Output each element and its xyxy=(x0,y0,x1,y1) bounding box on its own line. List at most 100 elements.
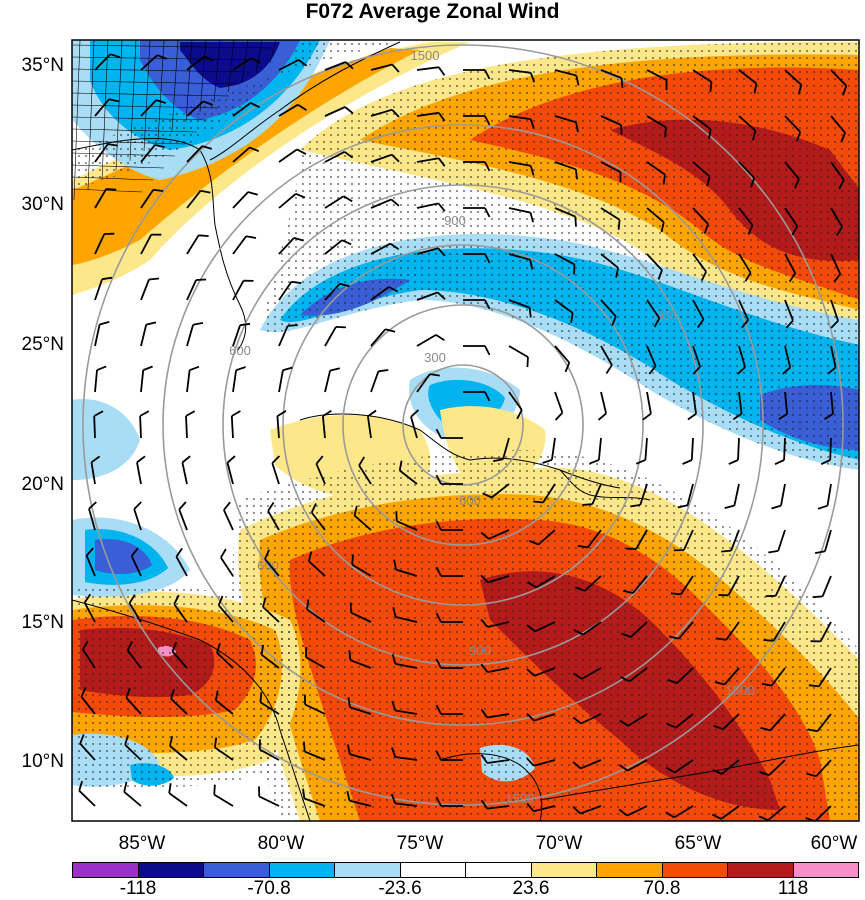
wind-barb-flag xyxy=(480,574,489,584)
wind-barb-flag xyxy=(572,716,582,725)
wind-barb-flag xyxy=(700,271,707,281)
wind-barb-flag xyxy=(533,500,544,504)
wind-barb xyxy=(175,556,188,577)
colorbar-swatch xyxy=(73,863,139,877)
boundary-line xyxy=(72,128,197,133)
wind-barb-flag xyxy=(96,365,107,371)
boundary-line xyxy=(72,116,208,121)
wind-barb-flag xyxy=(249,146,260,153)
wind-barb-flag xyxy=(620,77,624,88)
wind-barb-flag xyxy=(435,704,442,715)
wind-barb-flag xyxy=(808,684,820,688)
wind-barb xyxy=(632,575,648,594)
wind-barb-flag xyxy=(529,259,534,270)
wind-barb-flag xyxy=(724,504,735,509)
wind-barb-flag xyxy=(838,179,845,190)
lat-label-25n: 25°N xyxy=(21,334,64,355)
wind-barb-flag xyxy=(339,282,350,288)
boundary-line xyxy=(72,140,186,145)
boundary-line xyxy=(72,80,240,85)
colorbar-label: 70.8 xyxy=(643,878,681,899)
wind-barb-flag xyxy=(796,131,802,142)
wind-barb xyxy=(168,792,188,807)
wind-barb xyxy=(774,575,786,597)
wind-barb-flag xyxy=(297,59,308,67)
wind-barb xyxy=(140,234,153,255)
wind-barb xyxy=(94,143,109,163)
wind-barb-flag xyxy=(619,719,629,727)
boundary-line xyxy=(72,152,175,157)
range-ring-label: 900 xyxy=(469,643,491,658)
colorbar-swatch xyxy=(466,863,532,877)
wind-barb xyxy=(395,663,418,669)
wind-barb-flag xyxy=(480,531,490,540)
wind-barb-flag xyxy=(657,269,663,280)
coastline xyxy=(539,744,859,801)
range-ring xyxy=(342,304,584,546)
wind-barb-flag xyxy=(615,267,619,278)
wind-barb-flag xyxy=(741,319,749,329)
wind-barb-flag xyxy=(293,237,304,242)
wind-barb xyxy=(370,286,390,301)
wind-barb xyxy=(600,207,621,221)
wind-barb xyxy=(692,161,711,178)
wind-barb-flag xyxy=(812,595,823,599)
wind-barb-flag xyxy=(133,501,142,510)
wind-barb-flag xyxy=(410,409,420,418)
wind-barb-flag xyxy=(110,53,121,58)
wind-barb xyxy=(278,325,289,347)
range-ring-label: 1500 xyxy=(506,791,535,806)
wind-barb xyxy=(223,509,234,531)
wind-barb-flag xyxy=(827,366,837,375)
wind-barb-flag xyxy=(126,641,133,651)
wind-barb-flag xyxy=(175,547,183,558)
wind-barb xyxy=(768,759,786,776)
wind-barb-flag xyxy=(761,682,772,687)
wind-barb xyxy=(80,696,96,715)
wind-barb xyxy=(826,483,832,506)
range-ring xyxy=(402,364,524,486)
colorbar-swatch xyxy=(662,863,728,877)
wind-barb-flag xyxy=(343,195,353,203)
wind-barb-flag xyxy=(611,315,617,327)
wind-barb-flag xyxy=(391,700,397,711)
boundary-line xyxy=(73,40,81,201)
wind-barb xyxy=(780,483,786,506)
wind-barb-flag xyxy=(296,148,307,155)
wind-barb xyxy=(124,744,142,761)
wind-barb-flag xyxy=(343,151,354,159)
wind-barb xyxy=(232,146,251,163)
colorbar-label: -70.8 xyxy=(247,878,291,899)
wind-barb-flag xyxy=(574,169,578,180)
wind-barb xyxy=(370,198,392,209)
wind-barb xyxy=(395,802,418,807)
wind-barb-flag xyxy=(385,328,396,333)
boundary-line xyxy=(101,40,109,181)
wind-barb xyxy=(508,391,523,411)
lon-label-85w: 85°W xyxy=(118,833,166,854)
range-ring-label: 1500 xyxy=(411,48,440,63)
wind-barb-flag xyxy=(101,276,113,281)
wind-barb-flag xyxy=(196,278,207,281)
boundary-line xyxy=(143,40,151,152)
wind-barb xyxy=(830,345,837,368)
wind-barb-flag xyxy=(435,520,442,531)
wind-barb xyxy=(554,391,564,414)
wind-barb xyxy=(692,69,712,83)
wind-barb xyxy=(692,299,705,320)
wind-barb-flag xyxy=(480,799,488,810)
wind-barb-flag xyxy=(753,83,758,94)
wind-barb-flag xyxy=(814,550,826,554)
wind-barb xyxy=(399,469,418,485)
wind-barb-flag xyxy=(130,547,139,557)
wind-barb xyxy=(349,753,372,761)
wind-barb-flag xyxy=(391,63,400,73)
wind-barb-flag xyxy=(173,594,180,605)
wind-barb-flag xyxy=(529,165,535,176)
wind-barb xyxy=(646,207,665,223)
wind-barb xyxy=(830,207,843,228)
wind-barb-flag xyxy=(575,586,586,592)
wind-barb-flag xyxy=(737,366,746,375)
wind-barb xyxy=(784,391,789,414)
